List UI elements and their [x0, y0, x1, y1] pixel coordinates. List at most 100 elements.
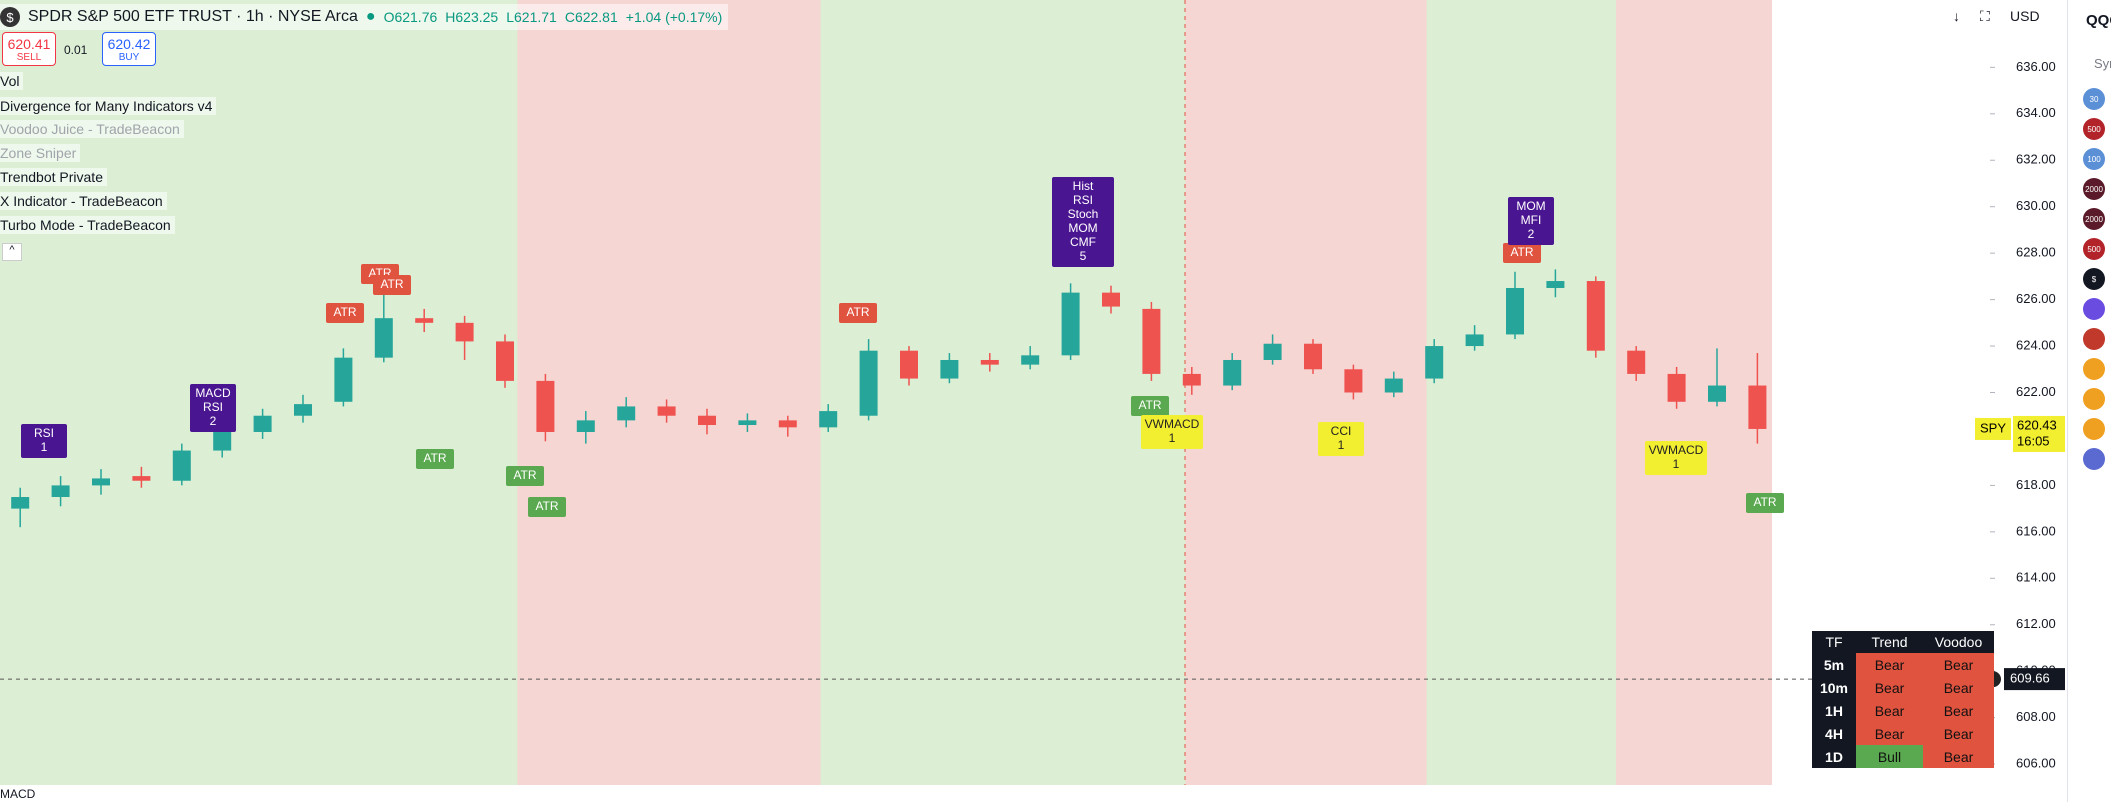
symbol-icon[interactable]: [2083, 448, 2105, 470]
sell-button[interactable]: 620.41 SELL: [2, 32, 56, 66]
table-cell: 5m: [1812, 653, 1856, 676]
table-header-cell: TF: [1812, 631, 1856, 653]
signal-text: 1: [1338, 438, 1345, 452]
signal-text: ATR: [333, 305, 356, 319]
signal-box: [1141, 415, 1203, 449]
candle-body: [374, 318, 393, 358]
table-cell: Bear: [1923, 745, 1994, 768]
signal-label: ATR: [373, 275, 411, 295]
price-tick-label: 630.00: [2016, 198, 2056, 213]
candle-body: [1182, 373, 1201, 386]
signal-label: ATR: [506, 466, 544, 486]
signal-text: 1: [1673, 457, 1680, 471]
table-row: 1D Bull Bear: [1812, 745, 1994, 768]
candle-body: [1586, 281, 1605, 351]
fullscreen-icon[interactable]: ⛶: [1980, 8, 1990, 24]
sell-price: 620.41: [7, 35, 51, 52]
signal-text: MACD: [195, 386, 231, 400]
candle-body: [576, 420, 595, 432]
symbol-icon[interactable]: 500: [2083, 238, 2105, 260]
table-cell: 1H: [1812, 699, 1856, 722]
buy-label: BUY: [118, 51, 140, 63]
candle-body: [334, 357, 353, 402]
symbol-icon[interactable]: 30: [2083, 88, 2105, 110]
symbol-icon[interactable]: [2083, 358, 2105, 380]
last-price: 620.43: [2017, 417, 2057, 432]
indicator-item[interactable]: Zone Sniper: [0, 144, 81, 162]
price-tick-label: 634.00: [2016, 105, 2056, 120]
candle-body: [1546, 281, 1565, 288]
candle-body: [859, 350, 878, 416]
buy-button[interactable]: 620.42 BUY: [102, 32, 156, 66]
signal-text: 1: [41, 440, 48, 454]
indicator-item[interactable]: Divergence for Many Indicators v4: [0, 97, 217, 115]
high: H623.25: [445, 9, 499, 25]
price-tick-label: 606.00: [2016, 756, 2056, 771]
symbol-icon[interactable]: 100: [2083, 148, 2105, 170]
signal-text: ATR: [423, 451, 446, 465]
watchlist-sidebar: QQQ Sym 30 500 100 2000 2000 500 $: [2067, 0, 2111, 802]
indicator-item[interactable]: Turbo Mode - TradeBeacon: [0, 216, 175, 234]
symbol-icon[interactable]: 2000: [2083, 178, 2105, 200]
signal-label: ATR: [839, 303, 877, 323]
table-cell: Bear: [1856, 699, 1923, 722]
table-header-cell: Trend: [1856, 631, 1923, 653]
indicator-item[interactable]: X Indicator - TradeBeacon: [0, 192, 167, 210]
table-cell: Bear: [1856, 653, 1923, 676]
symbol-icon[interactable]: [2083, 298, 2105, 320]
last-price-box: [2013, 415, 2065, 452]
candle-body: [657, 406, 676, 416]
signal-text: 2: [210, 414, 217, 428]
symbol-title[interactable]: SPDR S&P 500 ETF TRUST · 1h · NYSE Arca: [28, 8, 358, 25]
price-tick-label: 632.00: [2016, 152, 2056, 167]
indicator-item[interactable]: Voodoo Juice - TradeBeacon: [0, 120, 184, 138]
symbol-icon[interactable]: [2083, 328, 2105, 350]
signal-label: ATR: [1746, 493, 1784, 513]
column-header: Sym: [2094, 56, 2111, 71]
signal-text: Stoch: [1068, 207, 1099, 221]
indicator-item[interactable]: Vol: [0, 72, 24, 90]
lower-pane-title: MACD: [0, 787, 36, 801]
candle-body: [738, 420, 757, 426]
price-tick-label: 614.00: [2016, 570, 2056, 585]
signal-label: ATR: [1503, 243, 1541, 263]
signal-text: 2: [1528, 227, 1535, 241]
table-header-cell: Voodoo: [1923, 631, 1994, 653]
price-tick-label: 618.00: [2016, 477, 2056, 492]
symbol-icon[interactable]: [2083, 418, 2105, 440]
chart: 636.00 634.00 632.00 630.00 628.00 626.00 624.…: [0, 0, 2065, 785]
table-cell: 4H: [1812, 722, 1856, 745]
candle-body: [1021, 355, 1040, 365]
signal-label: ATR: [528, 497, 566, 517]
signal-box: [1503, 243, 1541, 263]
table-cell: Bear: [1923, 722, 1994, 745]
signal-text: ATR: [1510, 245, 1533, 259]
signal-box: [416, 449, 454, 469]
signal-box: [1318, 422, 1364, 456]
symbol-icon[interactable]: 500: [2083, 118, 2105, 140]
signal-text: 5: [1080, 249, 1087, 263]
price-tick-label: 628.00: [2016, 245, 2056, 260]
candle-body: [1304, 343, 1322, 370]
indicator-item[interactable]: Trendbot Private: [0, 168, 107, 186]
change: +1.04 (+0.17%): [625, 9, 723, 25]
signal-text: VWMACD: [1145, 417, 1200, 431]
symbol-icon[interactable]: $: [2083, 268, 2105, 290]
scroll-icon[interactable]: ↓: [1953, 8, 1960, 24]
symbol-icon[interactable]: 2000: [2083, 208, 2105, 230]
signal-text: MOM: [1068, 221, 1097, 235]
signal-text: 1: [1169, 431, 1176, 445]
candle-body: [819, 411, 838, 428]
candle-body: [1708, 385, 1726, 402]
currency-select[interactable]: USD: [2010, 8, 2040, 24]
collapse-button[interactable]: ^: [2, 243, 22, 261]
table-row: 5m Bear Bear: [1812, 653, 1994, 676]
price-tick-label: 608.00: [2016, 709, 2056, 724]
symbol-icon[interactable]: [2083, 388, 2105, 410]
watchlist-title[interactable]: QQQ: [2086, 12, 2111, 29]
signal-text: ATR: [380, 277, 403, 291]
symbol-icon[interactable]: $: [0, 7, 20, 27]
